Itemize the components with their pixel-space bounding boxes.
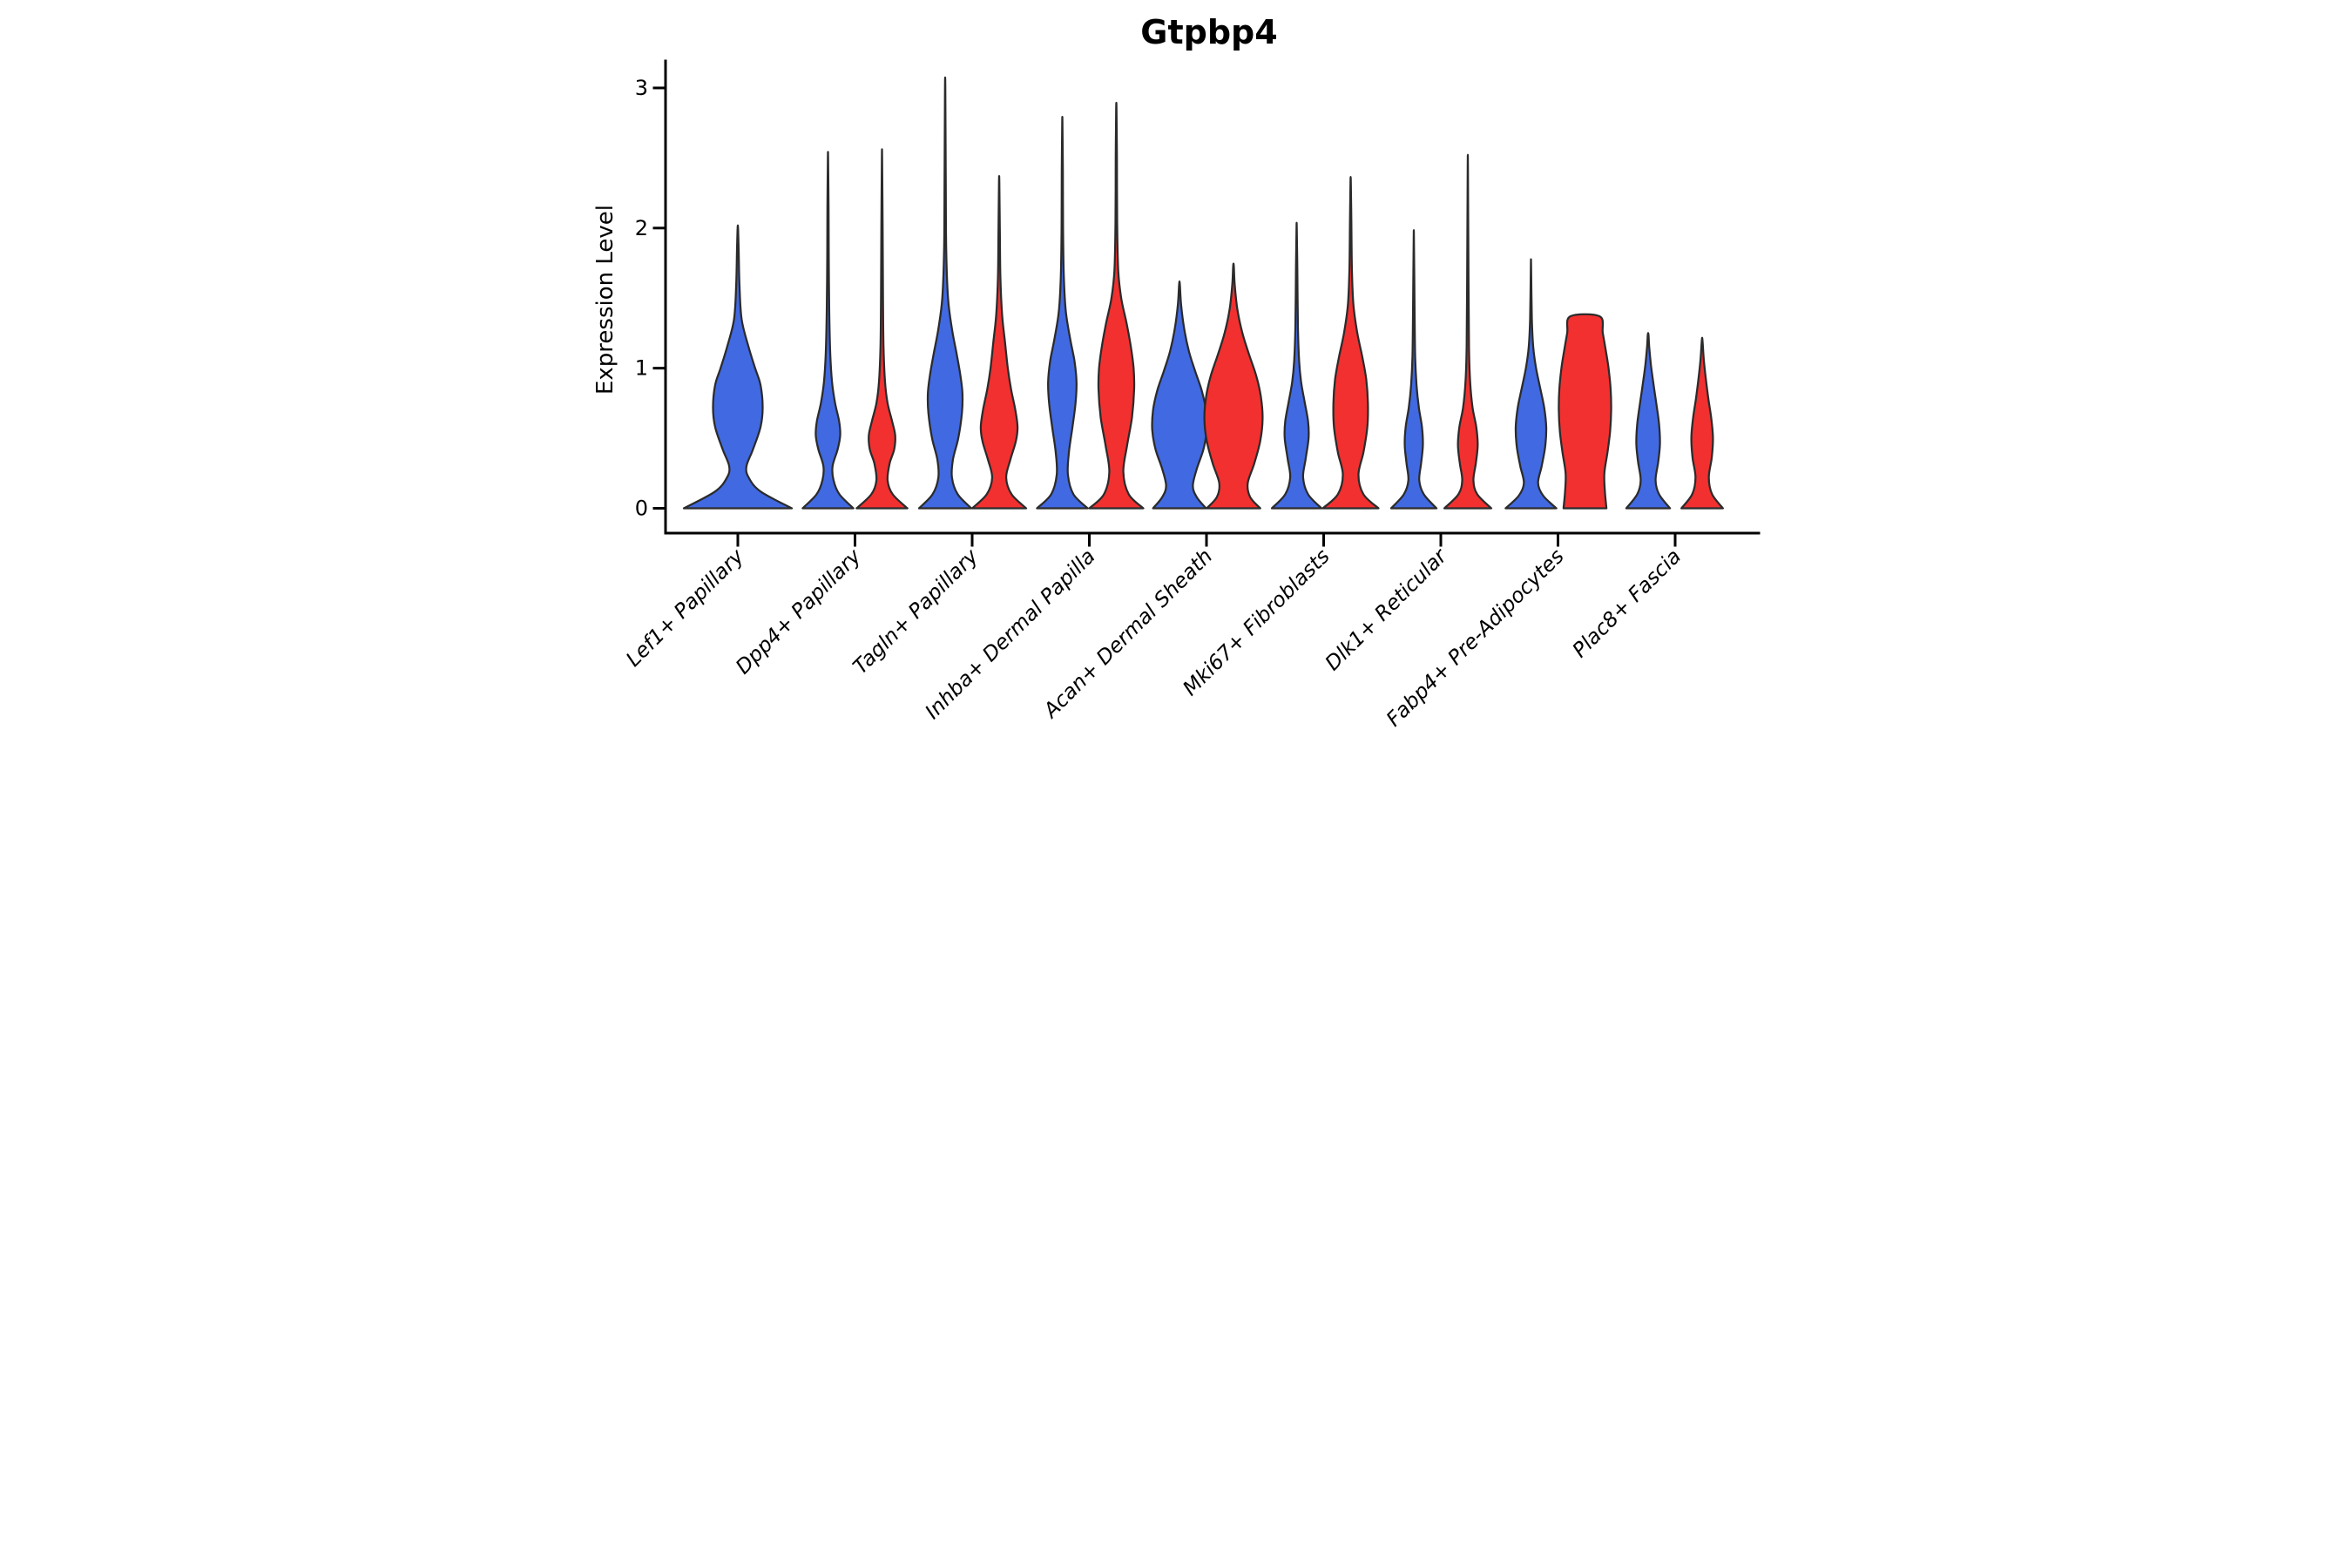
chart-title: Gtpbp4 bbox=[1140, 13, 1277, 51]
x-axis-label-dpp4-papillary: Dpp4+ Papillary bbox=[731, 544, 867, 679]
violin-mki67-fibroblasts-blue bbox=[1270, 221, 1323, 510]
violin-dlk1-reticular-blue bbox=[1389, 229, 1438, 510]
violins-group bbox=[682, 76, 1724, 510]
y-tick-label: 0 bbox=[635, 497, 648, 521]
x-axis-label-tagln-papillary: Tagln+ Papillary bbox=[848, 544, 983, 679]
x-axis-label-lef1-papillary: Lef1+ Papillary bbox=[621, 544, 749, 672]
violin-acan-dermal-sheath-blue bbox=[1151, 280, 1208, 510]
y-axis: 0 1 2 3 bbox=[635, 76, 667, 521]
violin-acan-dermal-sheath-red bbox=[1203, 262, 1264, 510]
y-tick-label: 3 bbox=[635, 76, 648, 100]
violin-inhba-dermal-papilla-red bbox=[1088, 101, 1145, 510]
violin-dpp4-papillary-blue bbox=[801, 151, 855, 510]
x-axis-label-plac8-fascia: Plac8+ Fascia bbox=[1567, 544, 1686, 662]
y-axis-title: Expression Level bbox=[592, 205, 618, 395]
violin-fabp4-pre-adipocytes-blue bbox=[1504, 258, 1558, 510]
violin-mki67-fibroblasts-red bbox=[1321, 175, 1380, 510]
violin-tagln-papillary-red bbox=[970, 174, 1028, 510]
violin-plac8-fascia-blue bbox=[1625, 332, 1672, 510]
violin-fabp4-pre-adipocytes-red bbox=[1558, 313, 1612, 510]
y-tick-label: 1 bbox=[635, 356, 648, 381]
x-axis-label-dlk1-reticular: Dlk1+ Reticular bbox=[1320, 543, 1452, 675]
violin-inhba-dermal-papilla-blue bbox=[1036, 116, 1089, 510]
figure: 0 1 2 3 Lef1+ Papillary Dpp4+ Papillary Tagln… bbox=[588, 0, 1764, 784]
y-tick-label: 2 bbox=[635, 216, 648, 240]
violin-dpp4-papillary-red bbox=[855, 148, 909, 510]
violin-plac8-fascia-red bbox=[1680, 336, 1724, 510]
violin-lef1-papillary-blue bbox=[682, 224, 794, 510]
violin-dlk1-reticular-red bbox=[1443, 153, 1493, 510]
violin-tagln-papillary-blue bbox=[917, 76, 973, 510]
